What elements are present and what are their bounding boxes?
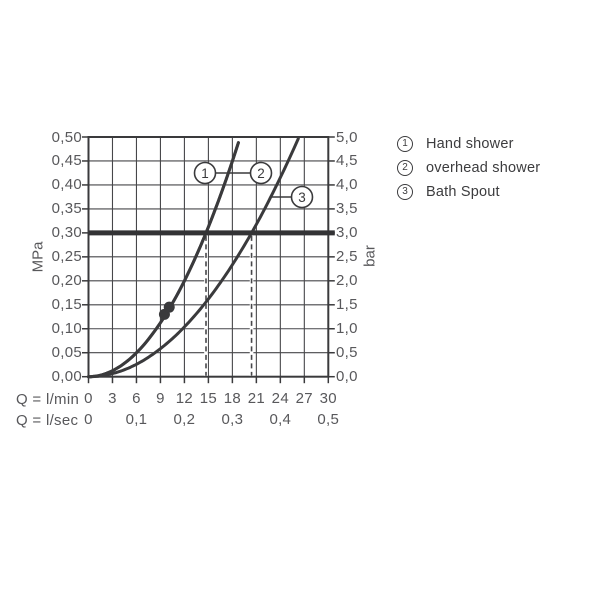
x-lsec-tick-label: 0,1 (125, 411, 148, 428)
y-left-tick-label: 0,25 (51, 248, 82, 266)
y-left-tick-label: 0,05 (51, 344, 82, 362)
x-lmin-tick-label: 30 (319, 390, 337, 407)
x-lsec-tick-label: 0,2 (173, 411, 196, 428)
x-lmin-tick-label: 12 (175, 390, 194, 407)
x-lmin-tick-label: 21 (247, 390, 265, 407)
legend-circled-number-1: 1 (397, 136, 413, 153)
y-left-tick-label: 0,10 (51, 320, 82, 338)
legend-item-bath-spout: 3 Bath Spout (397, 180, 540, 204)
x-lmin-tick-label: 24 (271, 390, 289, 407)
legend-circled-number-2: 2 (397, 160, 413, 177)
legend-item-hand-shower: 1 Hand shower (397, 132, 540, 156)
x-axis-unit-lmin: Q = l/min (16, 391, 80, 408)
y-left-tick-label: 0,00 (51, 368, 82, 386)
curve-hand-shower (87, 141, 240, 379)
y-right-tick-label: 1,0 (336, 320, 358, 338)
legend-circled-number-3: 3 (397, 184, 413, 201)
x-lmin-tick-label: 0 (84, 390, 93, 407)
legend-label-hand-shower: Hand shower (426, 136, 514, 153)
callout-number-3: 3 (298, 190, 306, 205)
x-lsec-tick-label: 0,4 (269, 411, 292, 428)
y-left-tick-label: 0,40 (51, 176, 82, 194)
plot-border (87, 136, 330, 378)
callout-number-2: 2 (257, 166, 265, 181)
y-right-tick-label: 2,5 (336, 248, 358, 266)
callout-number-1: 1 (201, 166, 209, 181)
y-right-tick-label: 4,5 (336, 152, 358, 170)
x-lmin-tick-label: 9 (156, 390, 165, 407)
y-right-tick-label: 2,0 (336, 272, 358, 290)
y-right-tick-label: 4,0 (336, 176, 358, 194)
x-axis-unit-lsec: Q = l/sec (16, 412, 79, 429)
legend: 1 Hand shower 2 overhead shower 3 Bath S… (397, 132, 540, 205)
x-lmin-tick-label: 27 (295, 390, 313, 407)
y-right-tick-label: 0,5 (336, 344, 358, 362)
y-right-tick-label: 1,5 (336, 296, 358, 314)
x-lsec-tick-label: 0,5 (317, 411, 340, 428)
legend-label-overhead-shower: overhead shower (426, 160, 541, 177)
y-left-tick-label: 0,20 (51, 272, 82, 290)
y-axis-right-unit: bar (361, 245, 379, 267)
data-point-marker (163, 301, 175, 313)
y-right-tick-label: 3,5 (336, 200, 358, 218)
y-left-tick-label: 0,50 (51, 128, 82, 146)
y-left-tick-label: 0,35 (51, 200, 82, 218)
legend-label-bath-spout: Bath Spout (426, 184, 500, 201)
callout-circle-1 (193, 161, 217, 185)
callout-circle-3 (290, 185, 314, 209)
x-lsec-tick-label: 0,3 (221, 411, 244, 428)
x-lmin-tick-label: 18 (223, 390, 242, 407)
x-lsec-tick-label: 0 (84, 411, 93, 428)
x-lmin-tick-label: 6 (132, 390, 141, 407)
y-right-tick-label: 5,0 (336, 128, 358, 146)
y-left-tick-label: 0,30 (51, 224, 82, 242)
curve-bath-spout (87, 137, 300, 379)
curve-overhead-shower (87, 141, 240, 379)
y-left-tick-label: 0,45 (51, 152, 82, 170)
callout-circle-2 (249, 161, 273, 185)
y-left-tick-label: 0,15 (51, 296, 82, 314)
legend-item-overhead-shower: 2 overhead shower (397, 156, 540, 180)
y-axis-left-unit: MPa (29, 241, 47, 273)
y-right-tick-label: 3,0 (336, 224, 358, 242)
y-right-tick-label: 0,0 (336, 368, 358, 386)
x-lmin-tick-label: 3 (108, 390, 117, 407)
x-lmin-tick-label: 15 (199, 390, 218, 407)
